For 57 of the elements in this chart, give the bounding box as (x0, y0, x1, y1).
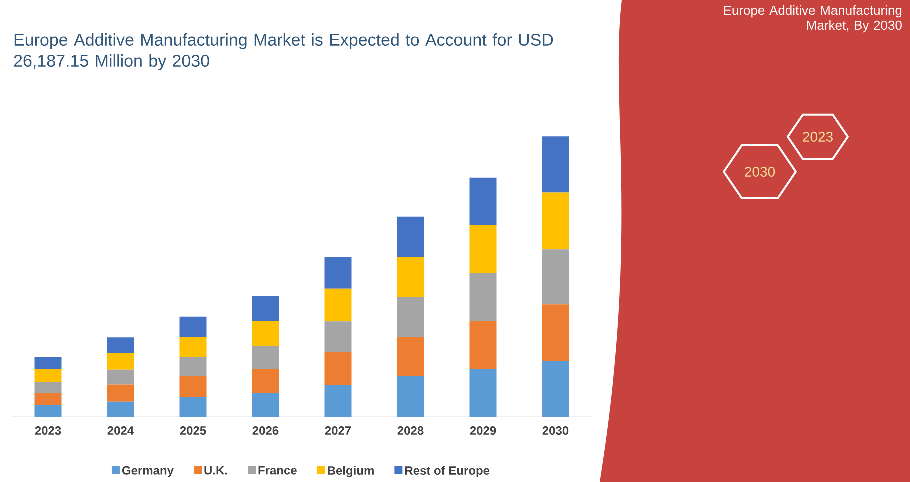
x-tick-label: 2030 (542, 426, 569, 436)
bar (180, 358, 207, 376)
bar (107, 384, 134, 402)
bar (252, 296, 280, 322)
bar (107, 353, 134, 370)
bar (397, 257, 424, 297)
bar (542, 304, 570, 362)
bar (324, 352, 352, 386)
bar (180, 337, 207, 358)
bar (397, 216, 424, 258)
bar (542, 250, 570, 305)
legend-label: Rest of Europe (405, 466, 490, 478)
bar (252, 393, 280, 417)
bar (34, 393, 62, 405)
bar (542, 192, 570, 250)
bar (542, 361, 570, 417)
bar (180, 316, 207, 338)
bar (34, 358, 62, 370)
bar (397, 376, 424, 417)
bar (397, 337, 424, 376)
bar (180, 397, 207, 417)
bar (324, 288, 352, 322)
bar (470, 225, 497, 274)
x-tick-label: 2026 (252, 426, 279, 436)
x-tick-label: 2025 (180, 426, 206, 436)
x-tick-label: 2029 (470, 426, 496, 436)
legend-label: France (258, 466, 297, 475)
bar (252, 346, 280, 370)
bar (470, 321, 497, 370)
bar (107, 402, 134, 417)
text: 2023 (803, 132, 833, 142)
x-tick-label: 2028 (398, 426, 424, 436)
bar (34, 369, 62, 382)
bar (34, 404, 62, 417)
bar (470, 178, 497, 226)
bar (252, 369, 280, 394)
legend-label: Belgium (328, 466, 374, 478)
bar (107, 370, 134, 385)
bar (107, 338, 134, 354)
bar (324, 257, 352, 289)
bar (470, 369, 497, 417)
bar (324, 385, 352, 417)
text: Europe Additive Manufacturing Market, By 2030 (724, 6, 902, 33)
bar (397, 297, 424, 338)
bar (252, 321, 280, 346)
chart-title: Europe Additive Manufacturing Market is Expected to Account for USD 26,187.15 Million by 2030 (14, 34, 554, 70)
legend-label: U.K. (204, 466, 228, 475)
bar (34, 382, 62, 394)
bar (470, 273, 497, 322)
text: 2030 (745, 167, 776, 177)
x-tick-label: 2027 (325, 426, 352, 436)
bar (180, 376, 207, 398)
legend-label: Germany (122, 466, 174, 478)
x-tick-label: 2024 (108, 426, 134, 436)
bar (542, 136, 570, 193)
x-tick-label: 2023 (35, 426, 62, 436)
bar (324, 322, 352, 352)
